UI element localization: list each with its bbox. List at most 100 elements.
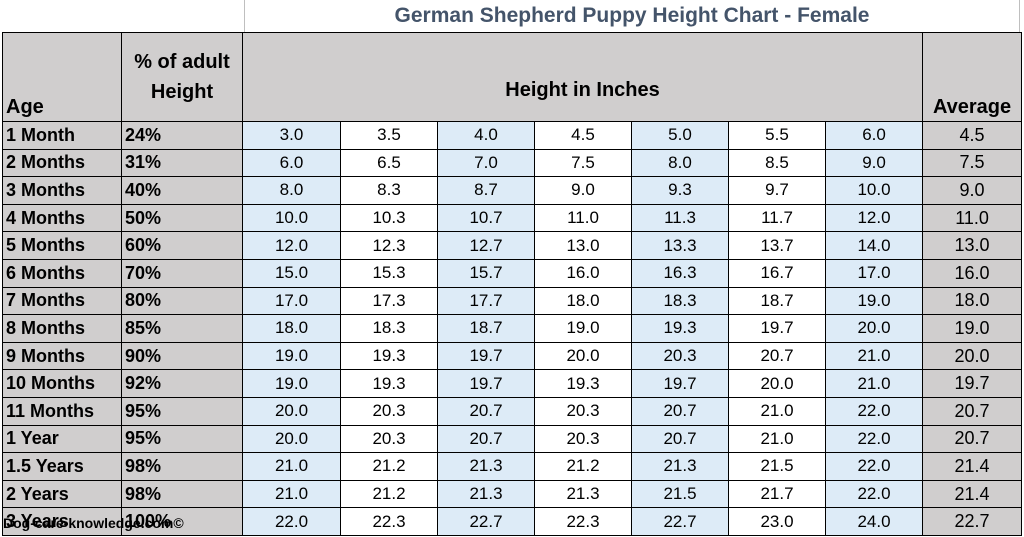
table-row: 10 Months 92% 19.0 19.3 19.7 19.3 19.7 20.0 21.0… xyxy=(2,369,1023,398)
height-cell: 22.0 xyxy=(824,479,924,509)
height-cell: 21.3 xyxy=(631,452,729,481)
chart-title-text: German Shepherd Puppy Height Chart - Fem… xyxy=(394,4,870,27)
height-cell: 10.0 xyxy=(242,203,341,233)
height-cell: 8.7 xyxy=(437,176,535,205)
pct-header: % of adult Height xyxy=(121,32,243,122)
height-cell: 18.7 xyxy=(728,286,826,316)
age-cell: 6 Months xyxy=(2,258,122,288)
height-cell: 6.0 xyxy=(242,148,341,178)
age-cell: 1 Year xyxy=(2,424,122,454)
height-cell: 22.0 xyxy=(824,396,924,426)
age-cell: 1 Month xyxy=(2,121,122,150)
average-cell: 13.0 xyxy=(922,231,1023,260)
height-table: Age % of adult Height Height in Inches A… xyxy=(2,32,1023,536)
height-cell: 7.5 xyxy=(534,148,632,178)
height-cell: 8.0 xyxy=(242,176,341,205)
height-cell: 20.0 xyxy=(242,396,341,426)
footer-credit: Dog-care-knowledge.com© xyxy=(3,515,184,531)
height-cell: 15.7 xyxy=(437,258,535,288)
height-cell: 11.0 xyxy=(534,203,632,233)
average-cell: 9.0 xyxy=(922,176,1023,205)
height-cell: 14.0 xyxy=(824,231,924,260)
age-cell: 11 Months xyxy=(2,396,122,426)
table-row: 1 Month 24% 3.0 3.5 4.0 4.5 5.0 5.5 6.0 4.5 xyxy=(2,121,1023,150)
pct-cell: 85% xyxy=(121,314,243,343)
height-cell: 8.5 xyxy=(728,148,826,178)
height-cell: 16.0 xyxy=(534,258,632,288)
height-cell: 12.3 xyxy=(340,231,438,260)
height-cell: 23.0 xyxy=(728,507,826,536)
height-cell: 21.0 xyxy=(242,479,341,509)
height-cell: 11.7 xyxy=(728,203,826,233)
height-cell: 11.3 xyxy=(631,203,729,233)
height-cell: 17.0 xyxy=(242,286,341,316)
height-cell: 18.3 xyxy=(631,286,729,316)
pct-cell: 80% xyxy=(121,286,243,316)
height-cell: 9.3 xyxy=(631,176,729,205)
average-cell: 19.7 xyxy=(922,369,1023,398)
height-cell: 24.0 xyxy=(824,507,924,536)
table-row: 3 Years 100% 22.0 22.3 22.7 22.3 22.7 23.0 24.0 2… xyxy=(2,507,1023,536)
pct-cell: 60% xyxy=(121,231,243,260)
age-header: Age xyxy=(2,32,122,122)
height-cell: 12.0 xyxy=(242,231,341,260)
height-cell: 5.0 xyxy=(631,121,729,150)
age-cell: 9 Months xyxy=(2,341,122,371)
height-cell: 15.3 xyxy=(340,258,438,288)
height-cell: 22.0 xyxy=(242,507,341,536)
height-cell: 19.0 xyxy=(534,314,632,343)
pct-cell: 98% xyxy=(121,479,243,509)
height-cell: 21.0 xyxy=(824,341,924,371)
height-cell: 21.5 xyxy=(728,452,826,481)
table-row: 2 Years 98% 21.0 21.2 21.3 21.3 21.5 21.7 22.0 21… xyxy=(2,479,1023,509)
height-cell: 19.7 xyxy=(437,341,535,371)
pct-cell: 95% xyxy=(121,396,243,426)
height-cell: 3.5 xyxy=(340,121,438,150)
height-cell: 12.0 xyxy=(824,203,924,233)
height-cell: 18.0 xyxy=(242,314,341,343)
header-row: Age % of adult Height Height in Inches A… xyxy=(2,32,1023,122)
height-cell: 19.3 xyxy=(631,314,729,343)
height-cell: 8.3 xyxy=(340,176,438,205)
pct-cell: 50% xyxy=(121,203,243,233)
height-cell: 19.3 xyxy=(340,341,438,371)
average-cell: 19.0 xyxy=(922,314,1023,343)
height-cell: 21.2 xyxy=(340,452,438,481)
height-cell: 21.0 xyxy=(242,452,341,481)
height-cell: 20.0 xyxy=(728,369,826,398)
height-cell: 17.0 xyxy=(824,258,924,288)
height-cell: 8.0 xyxy=(631,148,729,178)
height-cell: 20.7 xyxy=(631,396,729,426)
pct-cell: 40% xyxy=(121,176,243,205)
height-cell: 16.3 xyxy=(631,258,729,288)
height-cell: 7.0 xyxy=(437,148,535,178)
height-cell: 3.0 xyxy=(242,121,341,150)
height-cell: 21.0 xyxy=(728,424,826,454)
pct-cell: 70% xyxy=(121,258,243,288)
age-cell: 4 Months xyxy=(2,203,122,233)
age-cell: 2 Years xyxy=(2,479,122,509)
height-cell: 22.3 xyxy=(534,507,632,536)
height-cell: 18.3 xyxy=(340,314,438,343)
average-cell: 22.7 xyxy=(922,507,1023,536)
height-cell: 19.7 xyxy=(728,314,826,343)
pct-cell: 31% xyxy=(121,148,243,178)
pct-cell: 90% xyxy=(121,341,243,371)
height-cell: 21.3 xyxy=(534,479,632,509)
age-cell: 10 Months xyxy=(2,369,122,398)
height-cell: 21.2 xyxy=(534,452,632,481)
height-cell: 9.0 xyxy=(824,148,924,178)
height-cell: 17.3 xyxy=(340,286,438,316)
average-cell: 21.4 xyxy=(922,479,1023,509)
average-cell: 16.0 xyxy=(922,258,1023,288)
table-row: 1 Year 95% 20.0 20.3 20.7 20.3 20.7 21.0 22.0 20.… xyxy=(2,424,1023,454)
height-cell: 20.3 xyxy=(340,396,438,426)
chart-title: German Shepherd Puppy Height Chart - Fem… xyxy=(244,0,1020,32)
age-cell: 2 Months xyxy=(2,148,122,178)
height-cell: 13.0 xyxy=(534,231,632,260)
height-cell: 4.5 xyxy=(534,121,632,150)
pct-cell: 24% xyxy=(121,121,243,150)
age-cell: 3 Months xyxy=(2,176,122,205)
height-cell: 18.7 xyxy=(437,314,535,343)
table-row: 5 Months 60% 12.0 12.3 12.7 13.0 13.3 13.7 14.0 1… xyxy=(2,231,1023,260)
